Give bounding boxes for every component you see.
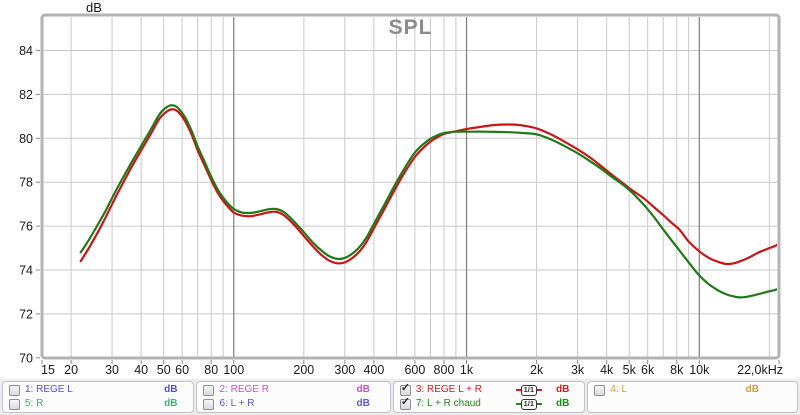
svg-text:600: 600 bbox=[404, 363, 425, 377]
legend-item-label: 4: L bbox=[610, 384, 628, 395]
svg-text:70: 70 bbox=[19, 351, 33, 365]
x-axis-labels: 15 20 30 40 50 60 80 100 200 300 400 600 800 1k 2k 3k 4k… bbox=[41, 363, 783, 377]
svg-text:80: 80 bbox=[19, 132, 33, 146]
legend-item-label: 3: REGE L + R bbox=[415, 384, 482, 395]
legend-unit-label: dB bbox=[356, 398, 370, 409]
legend-checkbox-4[interactable] bbox=[594, 384, 606, 396]
series-curve-red bbox=[79, 108, 777, 266]
legend-checkbox-3[interactable]: ✓ bbox=[399, 381, 411, 396]
legend-item-6: 6: L + R dB bbox=[203, 397, 389, 411]
legend-item-1: 1: REGE L dB bbox=[9, 383, 193, 397]
svg-text:84: 84 bbox=[19, 44, 33, 58]
svg-text:50: 50 bbox=[157, 363, 171, 377]
legend-group-3: ✓ 3: REGE L + R 1/1 dB ✓ 7: L + R chaud 1/1 dB bbox=[392, 381, 586, 413]
smoothing-value: 1/1 bbox=[523, 385, 535, 394]
legend-group-4: 4: L dB bbox=[587, 381, 798, 413]
legend-item-label: 7: L + R chaud bbox=[415, 398, 481, 409]
svg-text:20: 20 bbox=[64, 363, 78, 377]
legend-item-3: ✓ 3: REGE L + R 1/1 dB bbox=[399, 381, 584, 397]
svg-text:78: 78 bbox=[19, 176, 33, 190]
svg-text:300: 300 bbox=[334, 363, 355, 377]
legend-item-7: ✓ 7: L + R chaud 1/1 dB bbox=[399, 395, 584, 411]
series-curve-green bbox=[79, 104, 777, 299]
svg-text:800: 800 bbox=[434, 363, 455, 377]
svg-text:4k: 4k bbox=[600, 363, 614, 377]
svg-text:5k: 5k bbox=[623, 363, 637, 377]
spl-chart: 15 20 30 40 50 60 80 100 200 300 400 600 800 1k 2k 3k 4k… bbox=[19, 0, 783, 377]
svg-text:22,0kHz: 22,0kHz bbox=[737, 363, 783, 377]
legend-item-label: 6: L + R bbox=[219, 398, 255, 409]
svg-text:76: 76 bbox=[19, 220, 33, 234]
svg-text:80: 80 bbox=[204, 363, 218, 377]
smoothing-fraction-icon[interactable]: 1/1 bbox=[515, 398, 543, 410]
svg-text:3k: 3k bbox=[571, 363, 585, 377]
svg-text:200: 200 bbox=[293, 363, 314, 377]
horizontal-gridlines bbox=[44, 50, 778, 315]
legend-checkbox-5[interactable] bbox=[9, 398, 20, 410]
spl-chart-area: 15 20 30 40 50 60 80 100 200 300 400 600 800 1k 2k 3k 4k… bbox=[19, 0, 783, 377]
svg-text:82: 82 bbox=[19, 88, 33, 102]
svg-text:400: 400 bbox=[363, 363, 384, 377]
measurement-legend-bar: 1: REGE L dB 5: R dB 2: REGE R dB 6: L + R dB ✓ 3… bbox=[0, 379, 800, 415]
svg-text:15: 15 bbox=[41, 363, 55, 377]
legend-group-1: 1: REGE L dB 5: R dB bbox=[2, 381, 195, 413]
legend-checkbox-7[interactable]: ✓ bbox=[399, 395, 411, 410]
legend-unit-label: dB bbox=[745, 384, 759, 395]
y-axis-labels: 84 82 80 78 76 74 72 70 bbox=[19, 44, 33, 365]
legend-unit-label: dB bbox=[356, 384, 370, 395]
legend-item-label: 5: R bbox=[25, 398, 44, 409]
y-axis-unit-label: dB bbox=[86, 0, 102, 15]
svg-text:30: 30 bbox=[105, 363, 119, 377]
legend-item-label: 1: REGE L bbox=[25, 384, 73, 395]
plot-border bbox=[40, 13, 781, 360]
svg-text:2k: 2k bbox=[530, 363, 544, 377]
checkmark-icon: ✓ bbox=[400, 381, 411, 394]
legend-checkbox-1[interactable] bbox=[9, 384, 20, 396]
svg-text:72: 72 bbox=[19, 307, 33, 321]
series-curves bbox=[79, 104, 777, 299]
svg-text:100: 100 bbox=[223, 363, 244, 377]
svg-text:6k: 6k bbox=[641, 363, 655, 377]
chart-title: SPL bbox=[389, 16, 433, 39]
checkmark-icon: ✓ bbox=[400, 395, 411, 408]
smoothing-fraction-icon[interactable]: 1/1 bbox=[515, 384, 543, 396]
legend-unit-label: dB bbox=[556, 398, 570, 409]
legend-item-label: 2: REGE R bbox=[219, 384, 269, 395]
legend-unit-label: dB bbox=[164, 398, 178, 409]
legend-item-2: 2: REGE R dB bbox=[203, 383, 389, 397]
svg-text:60: 60 bbox=[175, 363, 189, 377]
vertical-gridlines bbox=[70, 17, 770, 357]
legend-unit-label: dB bbox=[556, 384, 570, 395]
legend-checkbox-2[interactable] bbox=[203, 384, 215, 396]
svg-text:1k: 1k bbox=[460, 363, 474, 377]
legend-unit-label: dB bbox=[164, 384, 178, 395]
legend-group-2: 2: REGE R dB 6: L + R dB bbox=[196, 381, 391, 413]
smoothing-value: 1/1 bbox=[523, 399, 535, 408]
legend-checkbox-6[interactable] bbox=[203, 398, 215, 410]
svg-text:8k: 8k bbox=[670, 363, 684, 377]
legend-item-5: 5: R dB bbox=[9, 397, 193, 411]
svg-text:40: 40 bbox=[134, 363, 148, 377]
axis-tick-marks bbox=[36, 50, 780, 364]
svg-text:10k: 10k bbox=[689, 363, 710, 377]
legend-item-4: 4: L dB bbox=[594, 383, 797, 397]
svg-text:74: 74 bbox=[19, 264, 33, 278]
